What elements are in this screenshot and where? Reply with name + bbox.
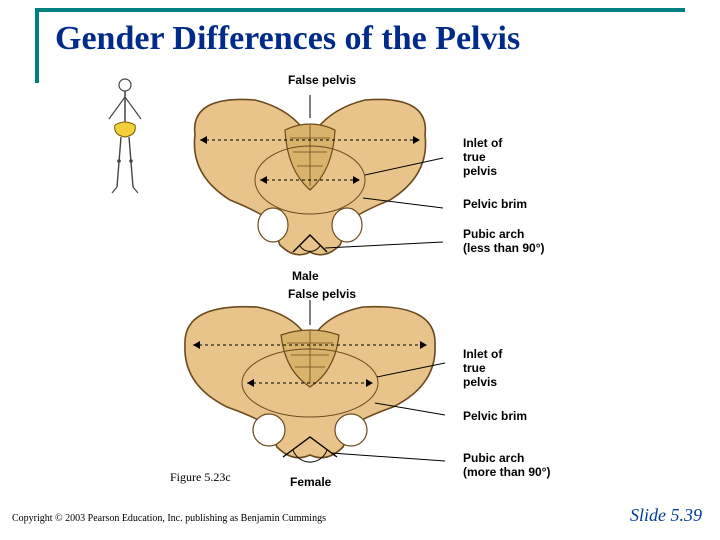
label-pelvic-brim-female: Pelvic brim: [463, 410, 527, 424]
header-rule-top: [35, 8, 685, 12]
label-pubic-arch-male: Pubic arch(less than 90°): [463, 228, 545, 256]
header-rule-left: [35, 8, 39, 83]
label-inlet-male: Inlet oftruepelvis: [463, 137, 502, 178]
label-inlet-female: Inlet oftruepelvis: [463, 348, 502, 389]
figure-reference: Figure 5.23c: [170, 470, 231, 485]
label-false-pelvis-male: False pelvis: [288, 74, 356, 88]
female-pelvis: [165, 285, 455, 485]
copyright-text: Copyright © 2003 Pearson Education, Inc.…: [12, 513, 326, 524]
label-male: Male: [292, 270, 319, 284]
pelvis-diagram: False pelvis Inlet oftruepelvis Pelvic b…: [95, 70, 615, 490]
label-false-pelvis-female: False pelvis: [288, 288, 356, 302]
slide-number: Slide 5.39: [630, 505, 702, 526]
slide-title: Gender Differences of the Pelvis: [55, 20, 520, 58]
male-pelvis: [165, 80, 455, 280]
label-female: Female: [290, 476, 331, 490]
skeleton-thumbnail: [95, 75, 155, 195]
label-pubic-arch-female: Pubic arch(more than 90°): [463, 452, 550, 480]
label-pelvic-brim-male: Pelvic brim: [463, 198, 527, 212]
